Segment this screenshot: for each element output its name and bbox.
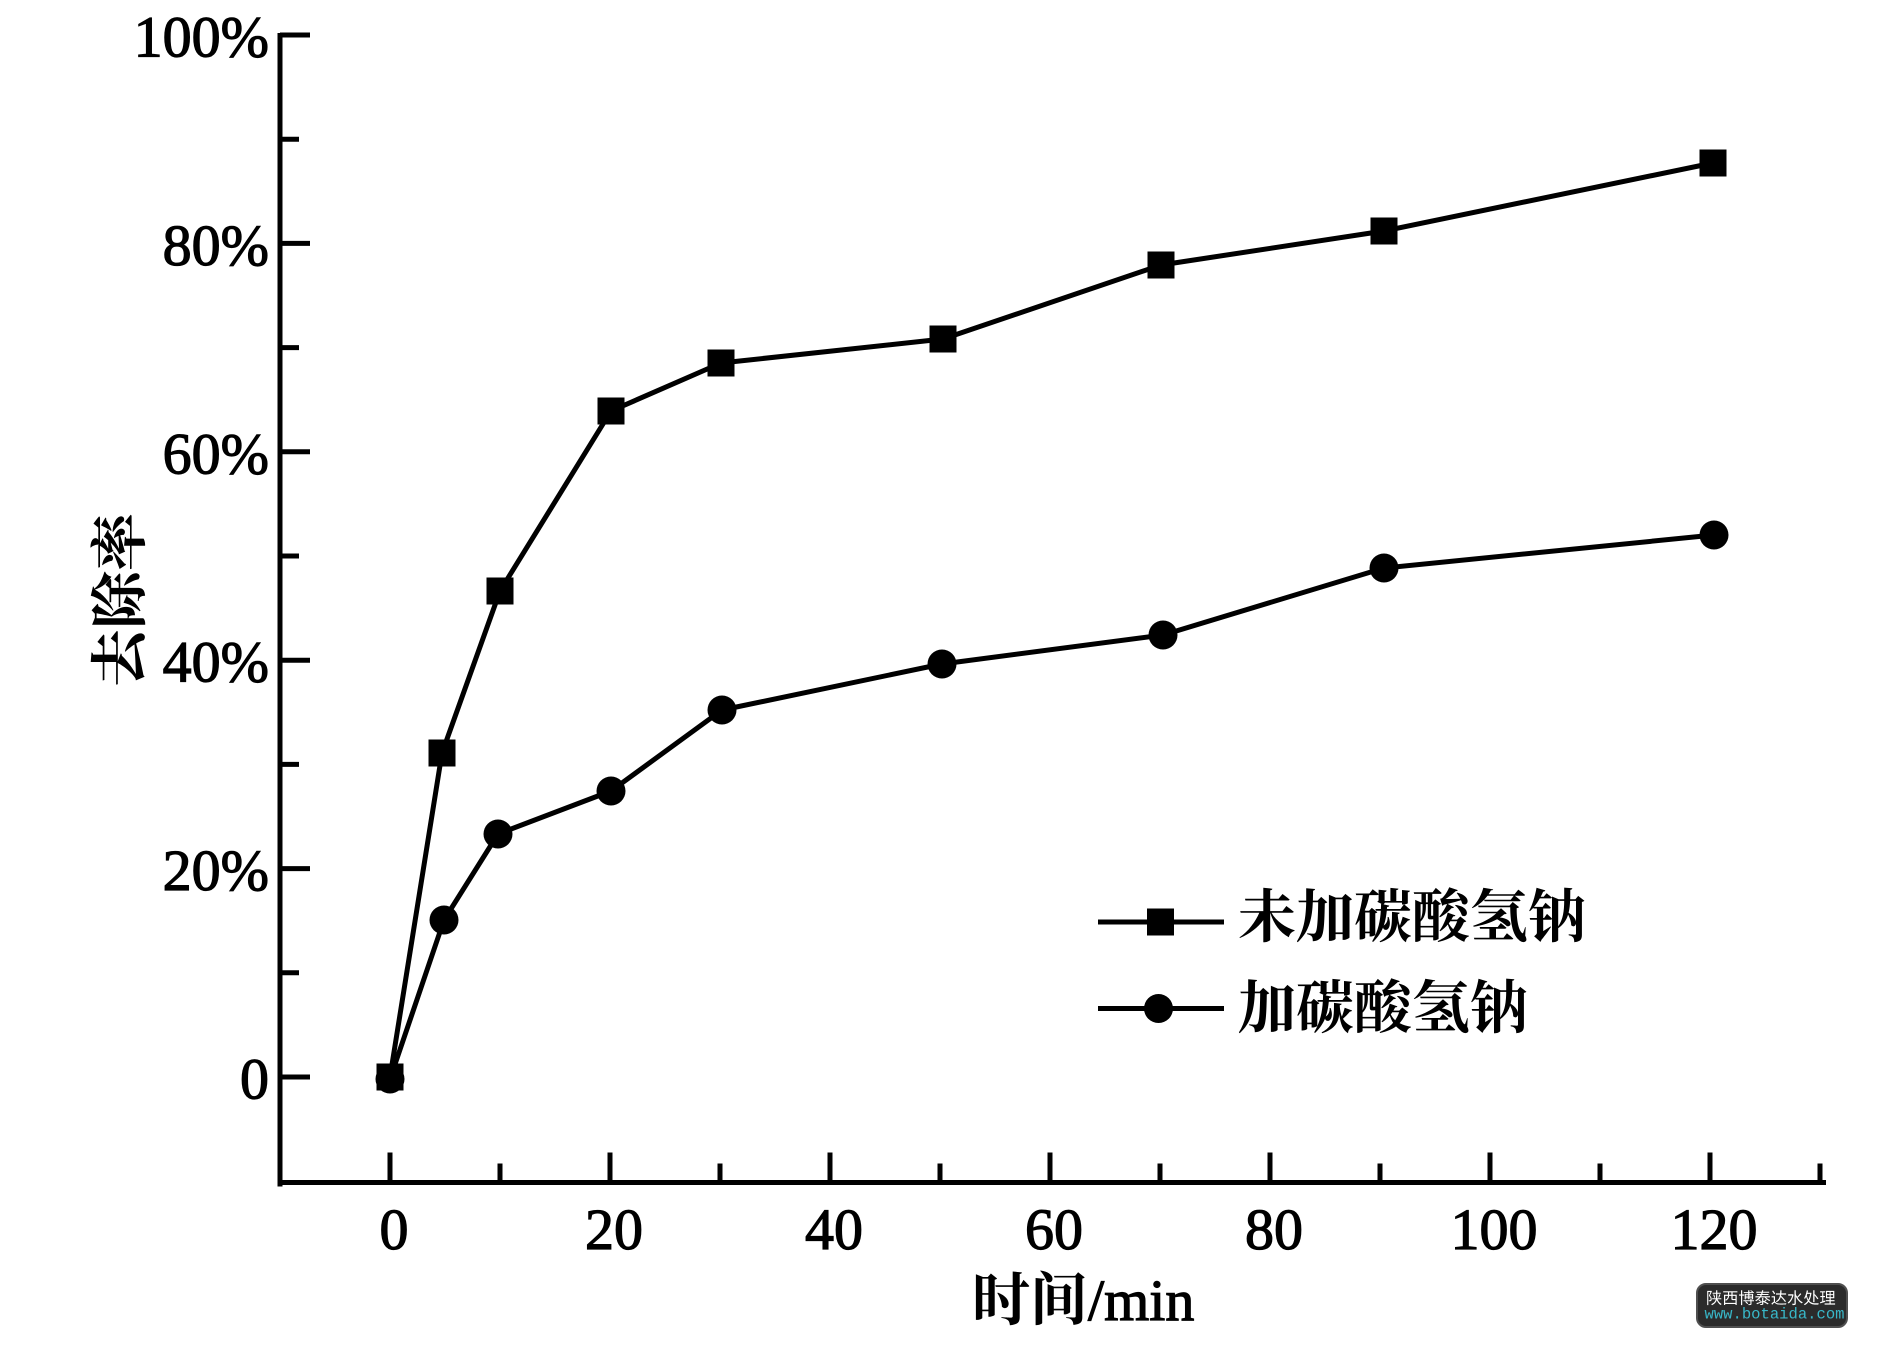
svg-text:60%: 60% <box>163 421 269 486</box>
svg-text:100%: 100% <box>134 5 269 70</box>
svg-text:40%: 40% <box>163 630 269 695</box>
svg-text:/min: /min <box>1088 1268 1194 1333</box>
svg-text:0: 0 <box>240 1047 269 1112</box>
svg-text:www.botaida.com: www.botaida.com <box>1705 1306 1845 1324</box>
svg-text:20: 20 <box>585 1197 643 1262</box>
svg-text:40: 40 <box>805 1197 863 1262</box>
svg-text:100: 100 <box>1451 1197 1538 1262</box>
svg-text:80%: 80% <box>163 213 269 278</box>
svg-text:0: 0 <box>380 1197 409 1262</box>
svg-text:20%: 20% <box>163 838 269 903</box>
svg-text:60: 60 <box>1025 1197 1083 1262</box>
svg-text:80: 80 <box>1245 1197 1303 1262</box>
svg-text:120: 120 <box>1671 1197 1758 1262</box>
